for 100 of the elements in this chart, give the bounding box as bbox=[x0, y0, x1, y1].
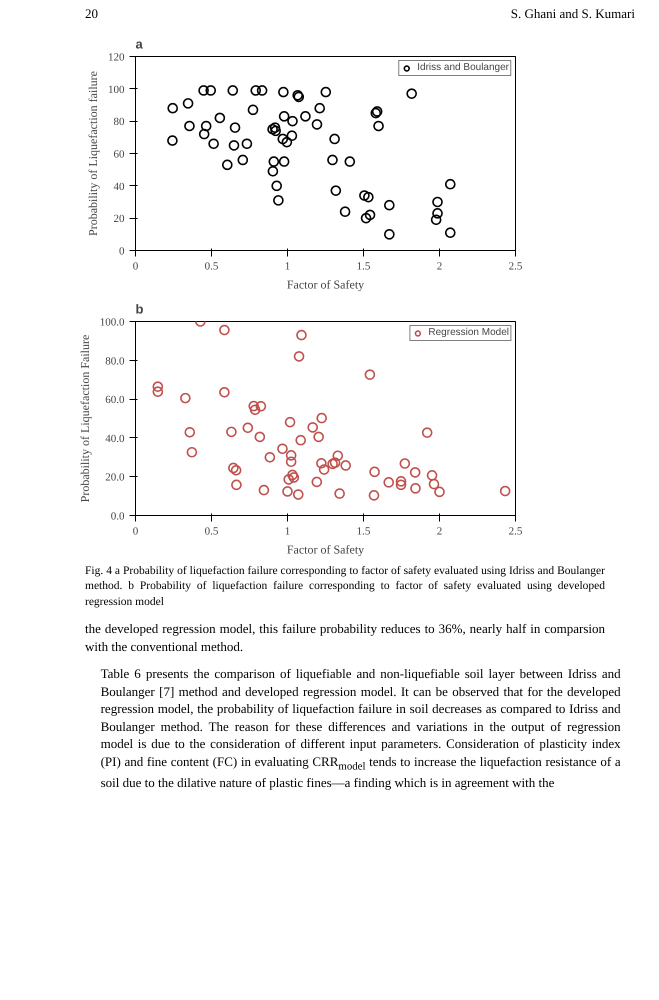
text: S. Ghani and S. Kumari bbox=[510, 5, 635, 23]
caption: Fig. 4 a Probability of liquefaction failure corresponding to factor of safety evaluated using Idriss and Boulanger method. b Probability of liquefaction failure corresponding to factor of safety evaluated using developed regression model bbox=[85, 564, 605, 610]
point bbox=[295, 434, 306, 446]
point bbox=[277, 443, 288, 454]
point bbox=[428, 478, 440, 489]
point bbox=[167, 102, 178, 114]
point bbox=[277, 133, 288, 144]
point bbox=[373, 120, 384, 131]
point bbox=[230, 122, 240, 132]
point bbox=[222, 159, 233, 170]
point bbox=[254, 431, 266, 442]
x-tick-label: 2 bbox=[436, 525, 442, 538]
point bbox=[278, 110, 290, 122]
point bbox=[230, 464, 242, 476]
point bbox=[444, 226, 456, 238]
point bbox=[258, 484, 270, 495]
point bbox=[248, 400, 260, 411]
x-tick-label: 0 bbox=[132, 260, 139, 272]
point bbox=[432, 208, 443, 218]
point bbox=[226, 426, 237, 437]
x-tick-label: 2 bbox=[436, 260, 442, 272]
point bbox=[268, 166, 278, 176]
point bbox=[182, 98, 194, 108]
point bbox=[312, 118, 322, 130]
point bbox=[432, 196, 443, 207]
point bbox=[500, 485, 510, 496]
y-tick-label: 60 bbox=[114, 148, 125, 160]
point bbox=[228, 140, 240, 150]
point bbox=[329, 133, 340, 144]
point bbox=[283, 474, 294, 484]
point bbox=[231, 479, 242, 490]
point bbox=[186, 446, 198, 458]
point bbox=[359, 190, 370, 200]
point bbox=[248, 104, 258, 115]
point bbox=[330, 184, 342, 196]
point bbox=[406, 88, 417, 99]
point bbox=[364, 209, 376, 220]
point bbox=[282, 136, 292, 148]
point bbox=[270, 125, 281, 136]
x-tick-label: 0.5 bbox=[204, 260, 219, 272]
point bbox=[313, 431, 324, 442]
y-tick-label: 20.0 bbox=[105, 471, 125, 484]
x-tick-label: 0 bbox=[132, 525, 139, 538]
point bbox=[340, 460, 352, 470]
point bbox=[238, 154, 248, 165]
chart-title: a bbox=[136, 36, 144, 52]
point bbox=[198, 128, 210, 139]
point bbox=[267, 124, 278, 134]
point bbox=[363, 191, 374, 202]
point bbox=[184, 426, 196, 438]
point bbox=[284, 416, 296, 428]
point bbox=[256, 400, 266, 412]
x-tick-label: 2.5 bbox=[508, 525, 523, 538]
x-tick-label: 1.5 bbox=[356, 260, 371, 272]
point bbox=[396, 476, 406, 486]
point bbox=[344, 156, 356, 166]
point bbox=[410, 482, 421, 494]
y-tick-label: 100 bbox=[108, 83, 125, 96]
y-tick-label: 80.0 bbox=[105, 354, 125, 367]
point bbox=[282, 486, 293, 496]
point bbox=[340, 206, 350, 217]
point bbox=[307, 422, 318, 432]
point bbox=[312, 476, 322, 487]
point bbox=[198, 84, 209, 96]
point bbox=[208, 138, 219, 149]
point bbox=[384, 200, 395, 210]
point bbox=[273, 194, 284, 206]
point bbox=[316, 458, 327, 468]
point bbox=[250, 404, 260, 415]
text: 20 bbox=[85, 5, 98, 23]
point bbox=[256, 84, 268, 96]
point bbox=[286, 456, 296, 467]
x-axis-title: Factor of Safety bbox=[286, 277, 364, 292]
point bbox=[369, 466, 380, 477]
point bbox=[422, 426, 432, 438]
point bbox=[292, 488, 304, 500]
point bbox=[264, 452, 276, 462]
y-axis-title: Probability of Liquefaction Failure bbox=[78, 334, 92, 502]
y-tick-label: 120 bbox=[108, 51, 125, 64]
x-tick-label: 2.5 bbox=[508, 260, 523, 272]
point bbox=[152, 386, 164, 397]
point bbox=[318, 464, 330, 474]
y-axis-title: Probability of Liquefaction failure bbox=[86, 70, 100, 236]
point bbox=[219, 324, 230, 335]
point bbox=[167, 134, 178, 146]
point bbox=[434, 486, 445, 497]
text: the developed regression model, this failure probability reduces to 36%, nearly half in comparsion with the conventional method. bbox=[85, 620, 605, 656]
point bbox=[152, 380, 164, 392]
point bbox=[314, 102, 326, 114]
point bbox=[430, 214, 442, 225]
point bbox=[271, 180, 282, 191]
point bbox=[219, 386, 230, 398]
x-tick-label: 1 bbox=[284, 260, 290, 272]
x-axis-title: Factor of Safety bbox=[286, 542, 364, 556]
y-tick-label: 60.0 bbox=[105, 394, 125, 406]
point bbox=[287, 115, 298, 126]
x-tick-label: 1.5 bbox=[356, 525, 371, 538]
point bbox=[400, 458, 410, 468]
point bbox=[444, 178, 456, 190]
point bbox=[410, 466, 420, 478]
